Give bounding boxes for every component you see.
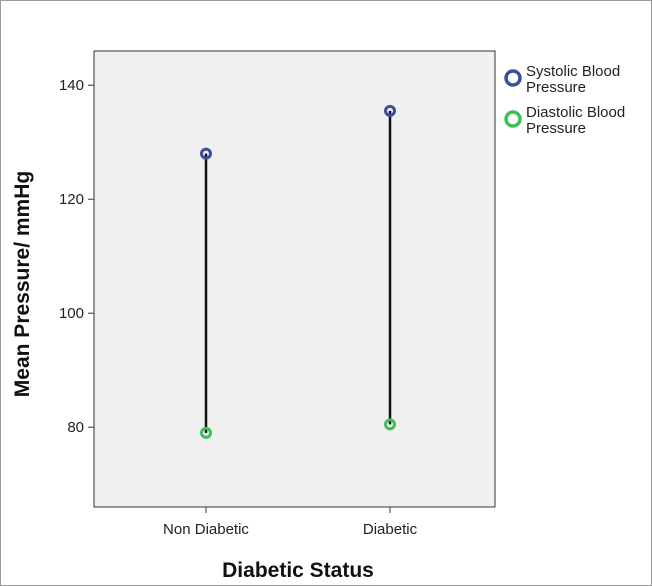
y-tick-label: 80 (67, 419, 84, 436)
legend: Systolic Blood Pressure Diastolic Blood Pre… (504, 63, 625, 137)
plot-area (93, 50, 496, 508)
legend-marker (504, 110, 522, 128)
data-point (200, 147, 212, 160)
data-point (384, 104, 396, 117)
x-axis-title: Diabetic Status (222, 559, 374, 582)
legend-label: Systolic Blood Pressure (526, 63, 620, 96)
x-tick-label: Non Diabetic (163, 521, 249, 538)
data-point (384, 418, 396, 431)
x-tick-label: Diabetic (363, 521, 418, 538)
y-tick-label: 140 (59, 77, 84, 94)
legend-label: Diastolic Blood Pressure (526, 104, 625, 137)
y-axis: 80 100 120 140 (59, 77, 94, 436)
legend-marker (504, 69, 522, 87)
y-tick-label: 120 (59, 191, 84, 208)
data-point (200, 426, 212, 439)
x-axis: Non Diabetic Diabetic (163, 507, 418, 538)
range-lines (204, 110, 392, 433)
y-axis-title: Mean Pressure/ mmHg (11, 171, 34, 397)
y-tick-label: 100 (59, 305, 84, 322)
data-points (200, 104, 396, 439)
